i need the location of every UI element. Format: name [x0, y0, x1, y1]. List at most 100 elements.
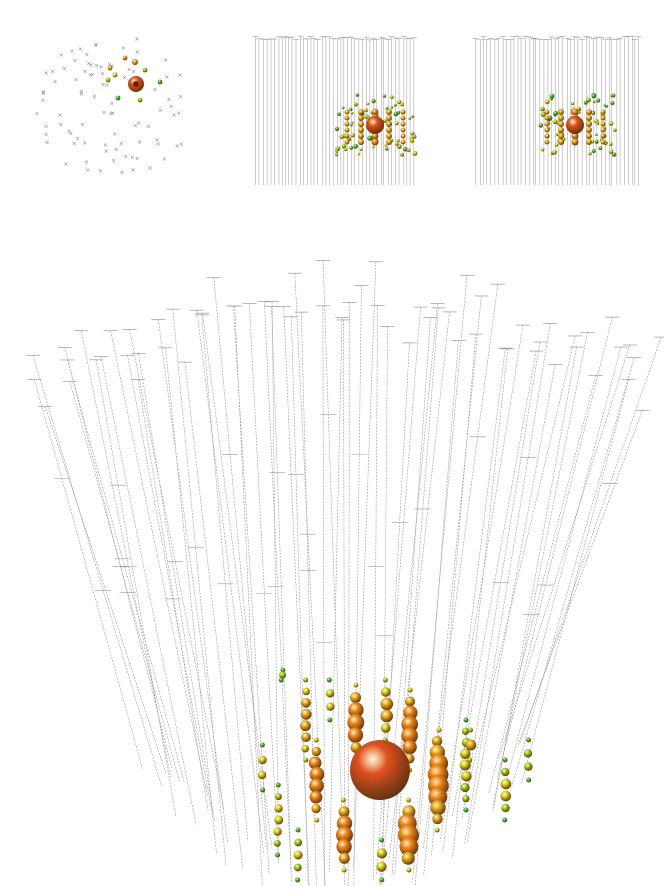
hit-sphere: [274, 815, 284, 825]
string-marker: ×: [135, 156, 140, 163]
hit-sphere: [353, 682, 359, 688]
string-line: [391, 317, 431, 876]
string-line: [461, 341, 541, 820]
hit-sphere: [407, 687, 413, 693]
side-view-y-panel: [470, 30, 645, 190]
hit-sphere: [402, 146, 408, 152]
string-line: [423, 295, 482, 876]
hit-sphere: [600, 133, 606, 139]
hit-sphere: [157, 79, 163, 85]
hit-sphere: [405, 797, 411, 803]
string-marker: ×: [78, 46, 83, 53]
hit-sphere: [500, 778, 512, 790]
hit-sphere: [544, 133, 550, 139]
string-marker: ×: [146, 124, 151, 131]
string-line: [329, 317, 343, 872]
string-marker: ×: [119, 141, 124, 148]
string-line: [33, 379, 143, 769]
string-line: [172, 309, 227, 866]
hit-sphere: [401, 851, 415, 865]
hit-sphere: [122, 55, 128, 61]
hit-sphere: [344, 115, 350, 121]
string-marker: ×: [178, 72, 183, 79]
hit-sphere: [302, 687, 310, 696]
string-marker: ×: [133, 123, 138, 130]
hit-sphere: [600, 109, 606, 115]
string-marker: ×: [88, 72, 93, 79]
hit-sphere: [258, 755, 267, 765]
hit-sphere: [344, 121, 350, 127]
hit-sphere: [394, 141, 399, 146]
hit-sphere: [459, 748, 471, 760]
string-marker: ×: [99, 64, 104, 71]
hit-sphere: [340, 797, 346, 803]
hit-sphere: [390, 95, 394, 99]
hit-sphere: [549, 93, 555, 99]
string-marker: ×: [112, 131, 117, 138]
string-marker: ×: [107, 62, 112, 69]
hit-sphere: [112, 72, 118, 78]
string-marker: ×: [84, 52, 89, 59]
string-line: [271, 306, 292, 872]
hit-sphere: [462, 795, 470, 803]
string-marker: ×: [50, 69, 55, 76]
hit-sphere: [463, 807, 469, 813]
hit-sphere: [411, 115, 415, 118]
hit-sphere: [610, 101, 615, 106]
hit-sphere: [344, 147, 348, 152]
string-marker: ×: [98, 168, 103, 175]
hit-sphere: [540, 112, 546, 118]
hit-sphere: [376, 848, 388, 859]
hit-sphere: [558, 127, 564, 133]
string-marker: ×: [45, 139, 50, 146]
hit-sphere: [311, 746, 322, 757]
hit-sphere: [412, 150, 418, 156]
hit-sphere: [434, 827, 440, 833]
string-marker: ×: [41, 90, 46, 97]
string-marker: ×: [53, 79, 58, 86]
hit-sphere: [571, 132, 579, 140]
hit-sphere: [386, 121, 392, 127]
hit-sphere: [335, 149, 339, 153]
hit-sphere: [275, 782, 281, 788]
hit-sphere: [308, 756, 322, 770]
string-marker: ×: [162, 156, 167, 163]
hit-sphere: [468, 727, 474, 733]
hit-sphere: [605, 104, 609, 108]
hit-sphere: [357, 152, 361, 156]
hit-sphere: [366, 102, 370, 106]
hit-sphere: [501, 803, 510, 813]
hit-sphere: [552, 119, 558, 125]
hit-sphere: [293, 850, 303, 860]
string-line: [412, 275, 468, 882]
hit-sphere: [334, 126, 340, 132]
string-line: [95, 359, 177, 816]
hit-sphere: [336, 815, 353, 832]
string-line: [510, 357, 635, 790]
hit-sphere: [273, 827, 282, 836]
hit-sphere: [600, 139, 606, 145]
hit-sphere: [592, 100, 596, 104]
hit-sphere: [390, 105, 394, 109]
string-line: [492, 332, 588, 807]
string-marker: ×: [44, 131, 49, 138]
hit-sphere: [336, 838, 352, 855]
hit-sphere: [350, 111, 354, 115]
string-marker: ×: [135, 49, 140, 56]
string-line: [521, 379, 629, 784]
hit-sphere: [379, 837, 385, 843]
hit-sphere: [348, 702, 364, 718]
string-line: [464, 323, 551, 845]
string-line: [466, 364, 556, 843]
string-line: [492, 347, 577, 812]
hit-sphere: [300, 720, 311, 732]
string-marker: ×: [35, 110, 40, 117]
hit-sphere: [259, 742, 265, 748]
hit-sphere: [586, 115, 592, 121]
hit-sphere: [596, 98, 601, 103]
hit-sphere: [608, 121, 614, 126]
hit-sphere: [399, 837, 419, 857]
hit-sphere: [295, 877, 301, 883]
string-marker: ×: [100, 71, 105, 78]
hit-sphere: [367, 135, 373, 141]
